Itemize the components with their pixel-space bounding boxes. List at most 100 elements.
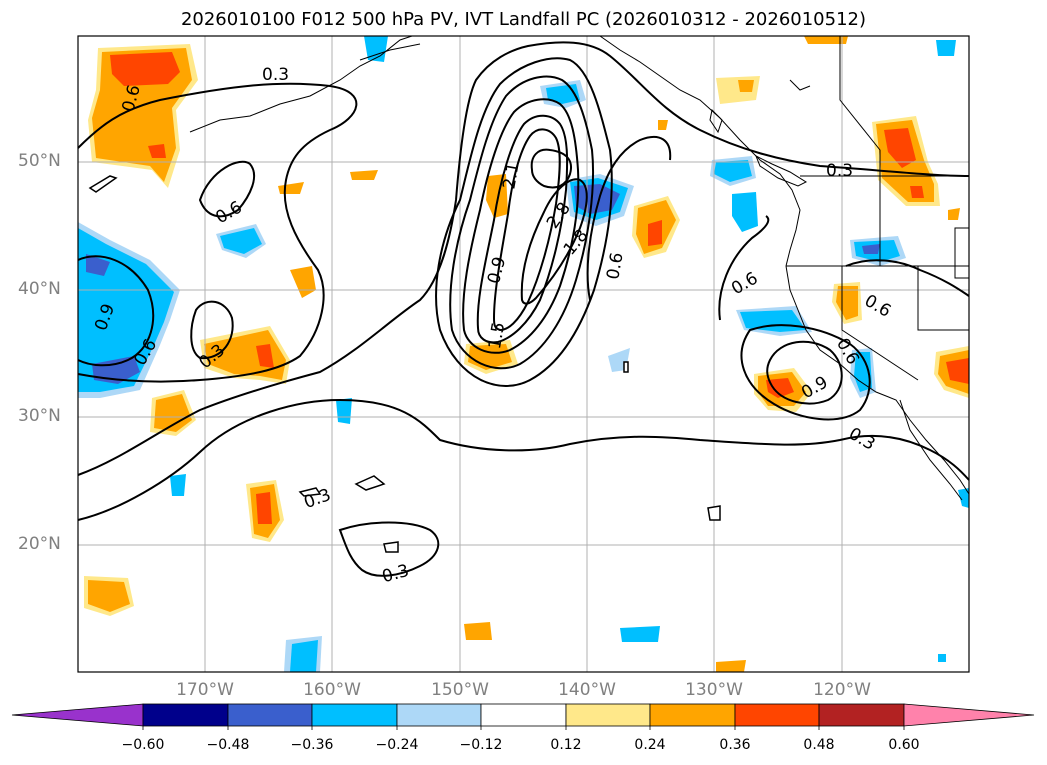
contour-line xyxy=(77,255,155,367)
contour-line xyxy=(476,114,569,344)
colorbar-extend-high xyxy=(903,703,1035,727)
colorbar-segment xyxy=(734,703,820,727)
colorbar-tick-label: 0.12 xyxy=(550,737,582,753)
pv-blob-positive xyxy=(148,144,166,158)
island-small xyxy=(707,505,721,521)
pv-blob-negative xyxy=(938,654,946,662)
colorbar-segment xyxy=(480,703,567,727)
pv-blob-positive xyxy=(946,358,969,384)
contour-label: 2.1 xyxy=(499,161,523,191)
colorbar-segment xyxy=(565,703,651,727)
colorbar-segment xyxy=(818,703,905,727)
hawaii-island xyxy=(298,487,322,497)
colorbar-tick-label: −0.48 xyxy=(206,737,250,753)
contour-line xyxy=(435,57,613,387)
colorbar-tick-label: 0.60 xyxy=(888,737,920,753)
pv-blob-positive xyxy=(256,344,274,368)
hawaii-island xyxy=(354,475,386,491)
pv-blob-positive xyxy=(738,80,754,92)
colorbar-tick-label: −0.12 xyxy=(459,737,503,753)
lon-label-120w: 120°W xyxy=(813,680,871,700)
lat-label-50n: 50°N xyxy=(18,151,61,171)
colorbar-extend-low xyxy=(11,703,144,727)
contour-line xyxy=(520,178,588,305)
colorbar-segment xyxy=(396,703,482,727)
pv-blob-negative xyxy=(92,356,140,384)
pv-blob-negative xyxy=(336,398,352,424)
pv-blob-positive xyxy=(884,128,916,168)
pv-blob-negative xyxy=(732,192,758,232)
pv-blob-negative xyxy=(620,626,660,642)
pv-blob-negative xyxy=(364,36,388,62)
pv-blob-negative xyxy=(958,488,969,508)
pv-blob-positive xyxy=(154,394,192,432)
pv-blob-negative xyxy=(862,244,880,254)
contour-line xyxy=(77,82,358,383)
pv-blob-positive xyxy=(658,120,668,130)
pv-blob-negative xyxy=(740,310,806,332)
alaska-border xyxy=(789,79,811,91)
colorbar-segment xyxy=(311,703,398,727)
island-small xyxy=(383,541,399,553)
pv-blob-positive xyxy=(766,378,794,398)
graticule xyxy=(78,36,969,672)
pv-blob-positive xyxy=(948,208,960,220)
pv-blob-negative xyxy=(854,352,872,392)
contour-label: 0.6 xyxy=(603,251,627,281)
pv-blob-negative xyxy=(170,474,186,496)
colorbar-tick-label: 0.48 xyxy=(803,737,835,753)
colorbar-tick-label: 0.36 xyxy=(719,737,751,753)
pv-blob-positive xyxy=(910,186,924,198)
pv-blob-negative xyxy=(290,640,318,672)
contour-label: 0.3 xyxy=(826,161,853,181)
island-small xyxy=(88,175,118,193)
pv-blob-positive xyxy=(648,220,662,246)
lat-label-40n: 40°N xyxy=(18,279,61,299)
lon-label-140w: 140°W xyxy=(558,680,616,700)
lon-label-170w: 170°W xyxy=(176,680,234,700)
pv-blob-positive xyxy=(88,580,130,612)
vancouver-island xyxy=(755,154,808,187)
map-border xyxy=(77,35,970,673)
contour-line xyxy=(77,41,970,476)
contour-line xyxy=(740,324,871,421)
canada-coast xyxy=(599,35,801,267)
colorbar-tick-label: 0.24 xyxy=(634,737,666,753)
lon-label-130w: 130°W xyxy=(685,680,743,700)
pv-blob-positive xyxy=(804,36,848,44)
contour-line xyxy=(530,148,572,189)
pv-shading xyxy=(78,36,969,672)
contour-line xyxy=(845,259,970,297)
pv-blob-negative xyxy=(936,40,956,56)
contour-line xyxy=(338,521,440,577)
state-border xyxy=(917,266,969,331)
state-border xyxy=(841,266,919,381)
contour-line xyxy=(198,160,256,218)
contour-line xyxy=(462,98,580,354)
island-small xyxy=(623,361,629,373)
contours xyxy=(77,41,970,577)
contour-line xyxy=(77,398,970,521)
contour-line xyxy=(718,215,770,321)
contour-line xyxy=(449,75,595,370)
pv-blob-positive xyxy=(716,660,746,672)
colorbar-segment xyxy=(227,703,313,727)
contour-label: 1.5 xyxy=(485,321,509,351)
colorbar-tick-label: −0.36 xyxy=(290,737,334,753)
pv-blob-positive xyxy=(110,52,180,86)
colorbar-tick-label: −0.24 xyxy=(375,737,419,753)
colorbar xyxy=(11,703,1035,730)
lat-label-20n: 20°N xyxy=(18,534,61,554)
colorbar-segment xyxy=(142,703,229,727)
contour-label: 0.3 xyxy=(262,65,289,85)
baja-california xyxy=(899,399,963,501)
pv-blob-negative xyxy=(220,228,262,254)
pv-blob-positive xyxy=(256,492,272,524)
pv-blob-positive xyxy=(486,174,508,218)
map-title: 2026010100 F012 500 hPa PV, IVT Landfall… xyxy=(180,9,867,30)
lon-label-160w: 160°W xyxy=(303,680,361,700)
contour-line xyxy=(586,135,672,301)
pv-blob-positive xyxy=(464,622,492,640)
contour-line xyxy=(190,300,234,360)
